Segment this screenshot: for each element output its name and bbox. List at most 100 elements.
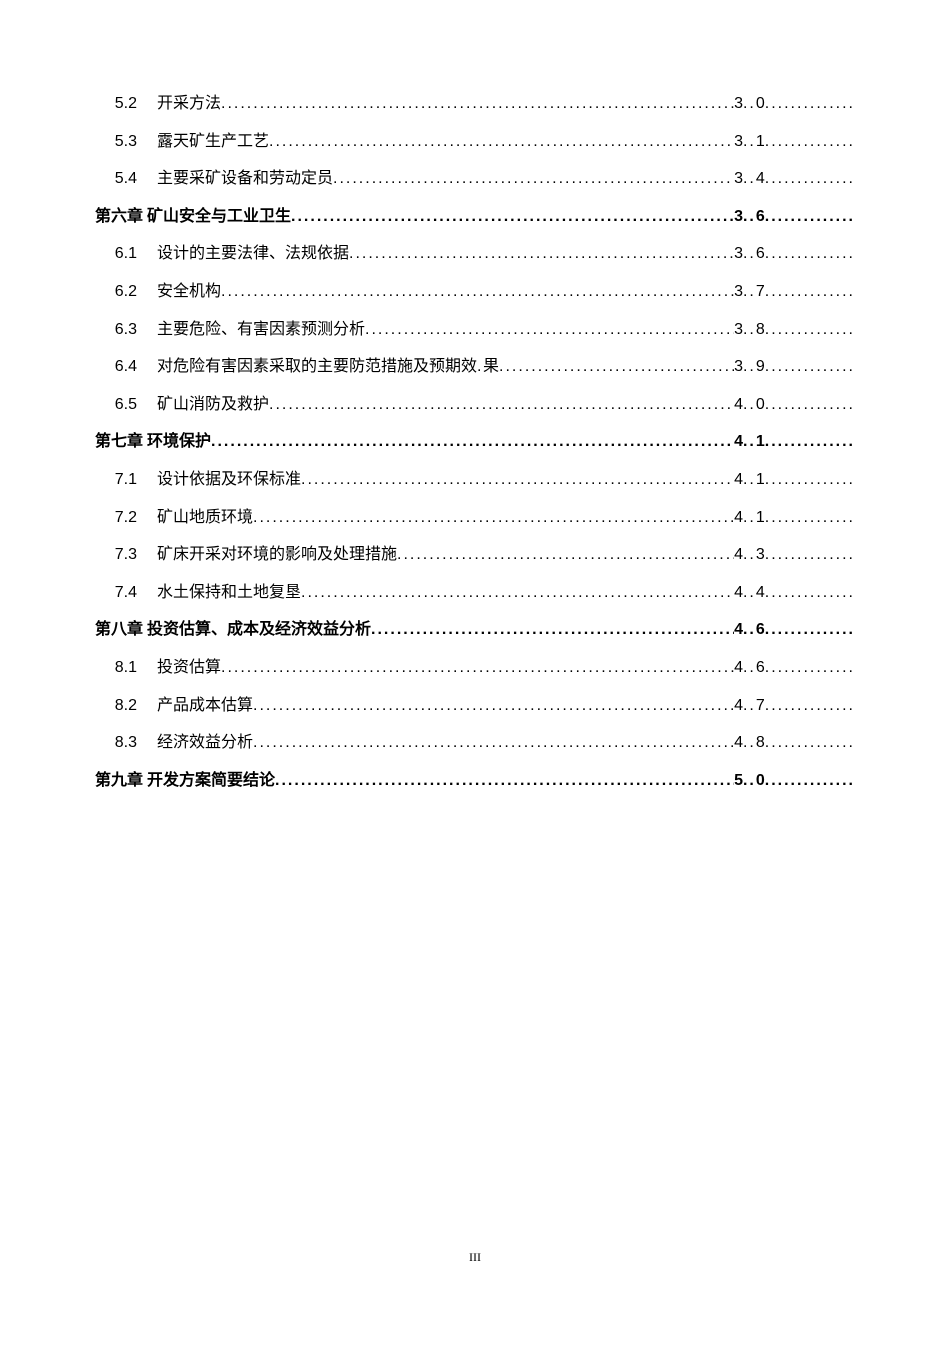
page-prefix: 3 xyxy=(734,283,743,300)
toc-page: 5..0 xyxy=(734,762,855,800)
toc-entry: 8.1投资估算4..6 xyxy=(95,649,855,687)
toc-title: 主要危险、有害因素预测分析 xyxy=(157,311,365,349)
toc-entry: 5.4主要采矿设备和劳动定员 3..4 xyxy=(95,160,855,198)
page-trailing-dots xyxy=(765,95,855,112)
page-suffix: 1 xyxy=(756,133,765,150)
toc-entry: 5.3露天矿生产工艺3..1 xyxy=(95,123,855,161)
page-mid-dots: .. xyxy=(743,509,756,526)
toc-leader xyxy=(253,499,734,537)
toc-page: 3..6 xyxy=(734,198,855,236)
page-mid-dots: .. xyxy=(743,358,756,375)
toc-entry: 7.1设计依据及环保标准4..1 xyxy=(95,461,855,499)
toc-title: 矿山消防及救护 xyxy=(157,386,269,424)
toc-leader xyxy=(211,423,734,461)
toc-number: 第七章 xyxy=(95,423,147,461)
toc-leader xyxy=(333,160,734,198)
page-mid-dots: .. xyxy=(743,283,756,300)
page-mid-dots: .. xyxy=(743,734,756,751)
toc-number: 6.4 xyxy=(95,348,157,386)
page-prefix: 4 xyxy=(734,433,743,450)
toc-title: 产品成本估算 xyxy=(157,687,253,725)
toc-leader xyxy=(221,649,734,687)
toc-page: 4..3 xyxy=(734,536,855,574)
toc-title: 主要采矿设备和劳动定员 xyxy=(157,160,333,198)
toc-title: 投资估算 xyxy=(157,649,221,687)
page-suffix: 7 xyxy=(756,697,765,714)
page-prefix: 4 xyxy=(734,584,743,601)
toc-page: 4..6 xyxy=(734,649,855,687)
toc-number: 7.3 xyxy=(95,536,157,574)
page-mid-dots: .. xyxy=(743,621,756,638)
toc-page: 3..8 xyxy=(734,311,855,349)
toc-entry: 7.4水土保持和土地复垦 4..4 xyxy=(95,574,855,612)
toc-title: 矿山地质环境 xyxy=(157,499,253,537)
toc-title: 设计依据及环保标准 xyxy=(157,461,301,499)
toc-page: 4..6 xyxy=(734,611,855,649)
page-prefix: 4 xyxy=(734,471,743,488)
toc-leader xyxy=(349,235,734,273)
toc-entry: 6.2安全机构 3..7 xyxy=(95,273,855,311)
toc-entry: 第六章矿山安全与工业卫生3..6 xyxy=(95,198,855,236)
page-prefix: 4 xyxy=(734,621,743,638)
toc-title: 投资估算、成本及经济效益分析 xyxy=(147,611,371,649)
toc-leader xyxy=(477,348,483,386)
toc-number: 7.4 xyxy=(95,574,157,612)
page-prefix: 3 xyxy=(734,245,743,262)
page-footer: III xyxy=(0,1250,950,1265)
toc-page: 3..7 xyxy=(734,273,855,311)
page-trailing-dots xyxy=(765,509,855,526)
page-prefix: 4 xyxy=(734,734,743,751)
page-trailing-dots xyxy=(765,433,855,450)
page-suffix: 7 xyxy=(756,283,765,300)
page-suffix: 3 xyxy=(756,546,765,563)
page-mid-dots: .. xyxy=(743,170,756,187)
page-prefix: 4 xyxy=(734,659,743,676)
toc-page: 4..1 xyxy=(734,461,855,499)
toc-entry: 6.5矿山消防及救护4..0 xyxy=(95,386,855,424)
page-trailing-dots xyxy=(765,584,855,601)
toc-entry: 第九章开发方案简要结论5..0 xyxy=(95,762,855,800)
toc-number: 6.3 xyxy=(95,311,157,349)
toc-title: 安全机构 xyxy=(157,273,221,311)
page-trailing-dots xyxy=(765,358,855,375)
page-suffix: 0 xyxy=(756,95,765,112)
toc-entry: 5.2开采方法3..0 xyxy=(95,85,855,123)
toc-leader xyxy=(371,611,734,649)
toc-page: 4..4 xyxy=(734,574,855,612)
toc-title: 经济效益分析 xyxy=(157,724,253,762)
page-mid-dots: .. xyxy=(743,396,756,413)
toc-title: 设计的主要法律、法规依据 xyxy=(157,235,349,273)
toc-leader xyxy=(301,461,734,499)
toc-entry: 第八章投资估算、成本及经济效益分析4..6 xyxy=(95,611,855,649)
toc-page: 3..4 xyxy=(734,160,855,198)
toc-leader xyxy=(275,762,734,800)
toc-page: 3..1 xyxy=(734,123,855,161)
page-prefix: 3 xyxy=(734,170,743,187)
toc-title: 矿山安全与工业卫生 xyxy=(147,198,291,236)
toc-leader xyxy=(301,574,734,612)
page-mid-dots: .. xyxy=(743,546,756,563)
toc-entry: 6.4对危险有害因素采取的主要防范措施及预期效果3..9 xyxy=(95,348,855,386)
page-suffix: 6 xyxy=(756,208,765,225)
toc-title: 开采方法 xyxy=(157,85,221,123)
page-suffix: 0 xyxy=(756,772,765,789)
toc-number: 6.2 xyxy=(95,273,157,311)
toc-title: 水土保持和土地复垦 xyxy=(157,574,301,612)
page-trailing-dots xyxy=(765,321,855,338)
toc-title: 对危险有害因素采取的主要防范措施及预期效 xyxy=(157,348,477,386)
toc-page: 4..7 xyxy=(734,687,855,725)
page-prefix: 3 xyxy=(734,133,743,150)
page-trailing-dots xyxy=(765,283,855,300)
toc-entry: 6.3主要危险、有害因素预测分析 3..8 xyxy=(95,311,855,349)
toc-leader xyxy=(221,85,734,123)
page-trailing-dots xyxy=(765,734,855,751)
toc-number: 5.3 xyxy=(95,123,157,161)
page-trailing-dots xyxy=(765,772,855,789)
toc-number: 5.4 xyxy=(95,160,157,198)
toc-container: 5.2开采方法3..05.3露天矿生产工艺3..15.4主要采矿设备和劳动定员 3… xyxy=(95,85,855,799)
page-suffix: 8 xyxy=(756,734,765,751)
page-suffix: 6 xyxy=(756,659,765,676)
toc-leader xyxy=(253,687,734,725)
toc-title-suffix: 果 xyxy=(483,348,499,386)
toc-leader xyxy=(269,386,734,424)
